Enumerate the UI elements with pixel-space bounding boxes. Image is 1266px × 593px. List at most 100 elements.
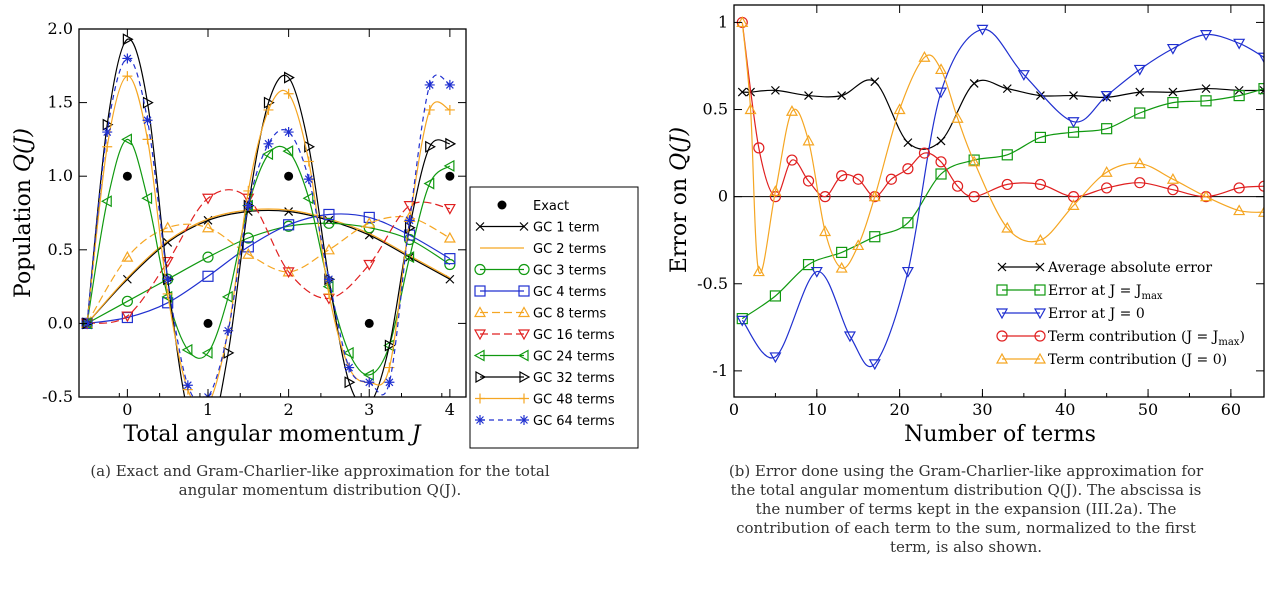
data-point [122,274,132,284]
data-point [736,315,749,327]
legend-label: GC 3 terms [533,264,607,279]
data-point [423,177,435,190]
data-point [843,331,856,343]
panel-a-frame [78,28,467,398]
data-point [902,217,914,229]
legend-marker [475,415,485,425]
legend-label: GC 16 terms [533,328,615,343]
legend-marker [995,352,1009,364]
data-point [918,147,931,159]
x-tick-label: 3 [364,400,374,419]
data-point [1258,83,1264,95]
data-point [342,346,354,359]
data-point [141,192,153,205]
data-point [184,407,193,417]
legend-label: Error at J = Jmax [1048,283,1163,302]
data-point [303,174,314,185]
data-point [142,134,153,145]
data-point [363,211,375,224]
panel-b-ylabel: Error on Q(J) [667,127,692,273]
data-point [753,142,765,154]
series-7 [82,33,457,417]
legend-marker [475,370,487,384]
data-point [1258,180,1264,192]
data-point [284,71,295,84]
series-line [86,215,451,324]
legend-marker [518,285,530,297]
y-tick-label: 0.5 [703,100,728,119]
y-tick-label: 1.5 [48,93,73,112]
data-point [769,352,782,364]
data-point [221,290,233,303]
data-point [201,193,215,205]
legend-label: GC 4 terms [533,285,607,300]
data-point [836,170,848,182]
data-point [935,168,947,180]
data-point [444,104,455,115]
series-line [741,22,1264,274]
data-point [1233,38,1246,50]
data-point [1201,84,1211,94]
y-tick-label: 0.0 [48,313,73,332]
data-point [935,87,948,99]
legend-marker [519,222,529,231]
data-point [162,288,173,299]
data-point [304,140,316,153]
panel-a-xlabel: Total angular momentum J [123,422,421,447]
data-point [1035,91,1045,101]
data-point [1200,30,1213,41]
data-point [283,127,294,138]
data-point [282,145,294,158]
data-point [786,154,798,166]
panel-b-chart: 0 10 20 30 40 50 60 -1 -0.5 0 0.5 1 Number of terms… [667,4,1265,447]
data-point [870,77,880,87]
data-point [736,16,749,28]
data-point [936,136,946,146]
data-point [403,251,415,264]
legend-box [469,186,639,449]
data-point [424,104,435,115]
legend-marker [996,330,1008,342]
legend-exact-marker [497,200,507,210]
data-point [223,325,234,336]
x-tick-label: 40 [1055,400,1075,419]
series-8 [82,71,455,397]
panel-b-xlabel: Number of terms [904,422,1096,447]
data-point [323,208,335,221]
legend-marker [519,393,529,404]
data-point [404,215,415,226]
data-point [344,376,356,389]
data-point [837,91,847,101]
data-point [1017,70,1030,81]
data-point [1166,43,1179,55]
data-point [1233,182,1245,194]
x-tick-label: 0 [122,400,132,419]
x-tick-label: 10 [807,400,827,419]
data-point [852,173,864,185]
series-line [86,222,451,324]
data-point [121,133,132,146]
data-point [384,339,396,352]
data-point [121,311,134,323]
data-point [969,78,979,88]
data-point [1167,184,1179,196]
y-tick-label: 2.0 [48,19,73,38]
data-point [901,266,914,278]
data-point [363,217,376,228]
data-point [1001,149,1013,161]
data-point [102,141,113,152]
data-point [810,266,823,278]
data-point [121,295,133,307]
data-point [243,200,254,211]
series-line [87,213,451,324]
caption-a: (a) Exact and Gram-Charlier-like approxi… [90,462,550,499]
data-point [752,265,765,277]
exact-point [364,318,374,328]
data-point [283,88,294,99]
x-tick-label: 2 [284,400,294,419]
data-point [1034,178,1047,191]
data-point [122,71,133,82]
data-point [1200,190,1213,202]
data-point [344,362,355,373]
legend-marker [474,285,486,297]
